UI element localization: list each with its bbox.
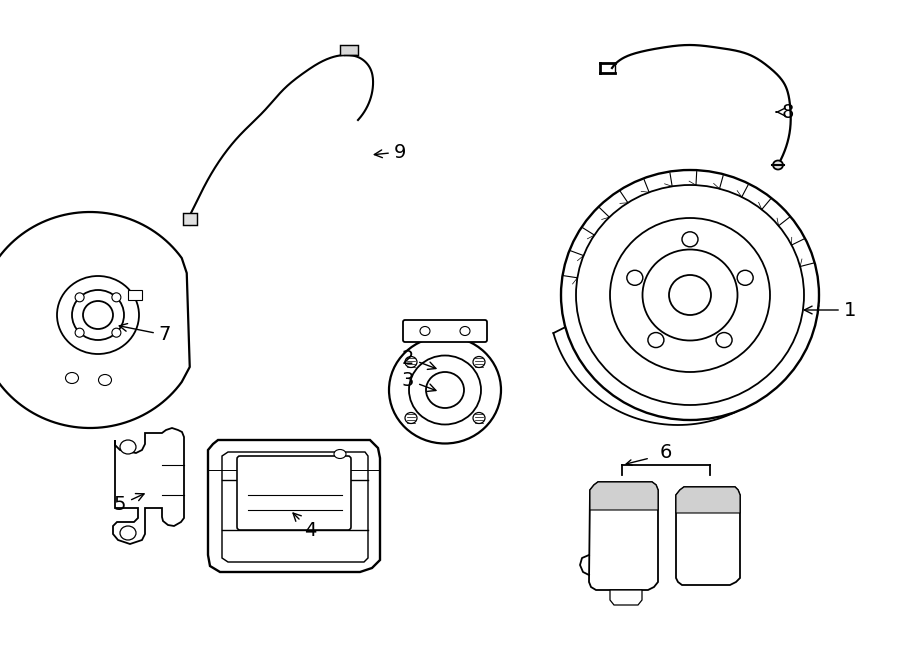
Ellipse shape [576,185,804,405]
Ellipse shape [57,276,139,354]
Text: 9: 9 [374,143,406,161]
Ellipse shape [75,293,84,302]
Text: 1: 1 [805,301,856,319]
Polygon shape [676,487,740,585]
Ellipse shape [426,372,464,408]
Ellipse shape [610,218,770,372]
Polygon shape [610,590,642,605]
Ellipse shape [83,301,113,329]
Ellipse shape [389,336,501,444]
Text: 3: 3 [401,371,436,391]
Polygon shape [222,452,368,562]
Polygon shape [0,212,190,428]
Ellipse shape [669,275,711,315]
Polygon shape [208,440,380,572]
Text: 2: 2 [401,348,436,369]
Ellipse shape [98,375,112,385]
Ellipse shape [682,232,698,247]
FancyBboxPatch shape [237,456,351,530]
Ellipse shape [75,328,84,337]
Ellipse shape [334,449,346,459]
Polygon shape [113,428,184,544]
Ellipse shape [409,356,481,424]
Ellipse shape [473,412,485,424]
Bar [340,45,358,55]
Bar [128,290,142,300]
Ellipse shape [112,328,121,337]
Bar [183,213,197,225]
Ellipse shape [120,526,136,540]
Text: 5: 5 [113,494,144,514]
Ellipse shape [648,332,664,348]
Ellipse shape [66,373,78,383]
Polygon shape [590,482,658,510]
Ellipse shape [643,249,737,340]
Polygon shape [676,487,740,513]
Text: 6: 6 [660,442,672,461]
Ellipse shape [112,293,121,302]
Text: 8: 8 [776,102,794,122]
Ellipse shape [405,356,417,368]
Text: 4: 4 [293,513,316,539]
Ellipse shape [460,327,470,336]
FancyBboxPatch shape [403,320,487,342]
Ellipse shape [405,412,417,424]
Ellipse shape [626,270,643,286]
Polygon shape [589,482,658,590]
Text: 7: 7 [119,324,171,344]
Ellipse shape [72,290,124,340]
Ellipse shape [716,332,732,348]
Ellipse shape [561,170,819,420]
Ellipse shape [420,327,430,336]
Ellipse shape [737,270,753,286]
Ellipse shape [473,356,485,368]
Ellipse shape [773,161,783,169]
Ellipse shape [120,440,136,454]
